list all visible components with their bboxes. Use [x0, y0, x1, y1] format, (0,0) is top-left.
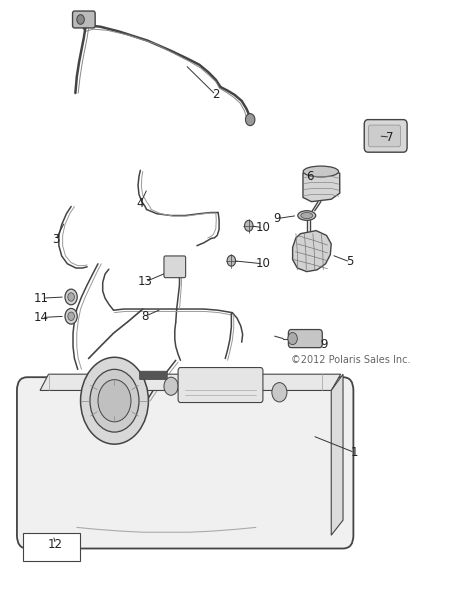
FancyBboxPatch shape [364, 119, 407, 152]
Ellipse shape [303, 166, 338, 177]
Text: 3: 3 [52, 233, 59, 246]
Text: 9: 9 [273, 212, 281, 225]
Text: 2: 2 [212, 88, 219, 101]
Ellipse shape [298, 211, 316, 221]
Polygon shape [292, 231, 331, 271]
Circle shape [245, 221, 253, 231]
FancyBboxPatch shape [73, 11, 95, 28]
Circle shape [288, 333, 297, 345]
Text: 12: 12 [48, 538, 63, 551]
Text: 7: 7 [386, 131, 394, 144]
Text: 8: 8 [141, 310, 149, 323]
Polygon shape [331, 374, 343, 535]
Circle shape [77, 15, 84, 24]
Text: 11: 11 [34, 291, 49, 305]
Polygon shape [303, 169, 340, 202]
Circle shape [65, 289, 77, 305]
FancyBboxPatch shape [139, 371, 167, 379]
Text: 10: 10 [255, 258, 270, 270]
Circle shape [98, 379, 131, 422]
Polygon shape [40, 374, 341, 390]
FancyBboxPatch shape [23, 533, 80, 561]
Circle shape [246, 113, 255, 125]
Text: 14: 14 [34, 311, 49, 324]
FancyBboxPatch shape [178, 368, 263, 402]
Circle shape [164, 377, 178, 395]
Text: 5: 5 [346, 256, 354, 268]
Circle shape [68, 293, 74, 301]
Circle shape [227, 255, 236, 266]
FancyBboxPatch shape [164, 256, 186, 278]
Text: 13: 13 [137, 275, 153, 288]
Text: 1: 1 [351, 446, 358, 459]
Text: ©2012 Polaris Sales Inc.: ©2012 Polaris Sales Inc. [291, 355, 410, 365]
Text: 6: 6 [306, 170, 314, 183]
FancyBboxPatch shape [17, 377, 354, 548]
FancyBboxPatch shape [368, 125, 401, 147]
Circle shape [68, 312, 74, 321]
Circle shape [90, 369, 139, 432]
Text: 4: 4 [137, 197, 144, 210]
Text: 10: 10 [255, 221, 270, 234]
Text: 9: 9 [320, 338, 328, 350]
Circle shape [81, 358, 148, 444]
Circle shape [272, 382, 287, 402]
Ellipse shape [301, 213, 313, 219]
Circle shape [65, 308, 77, 324]
FancyBboxPatch shape [288, 330, 322, 348]
